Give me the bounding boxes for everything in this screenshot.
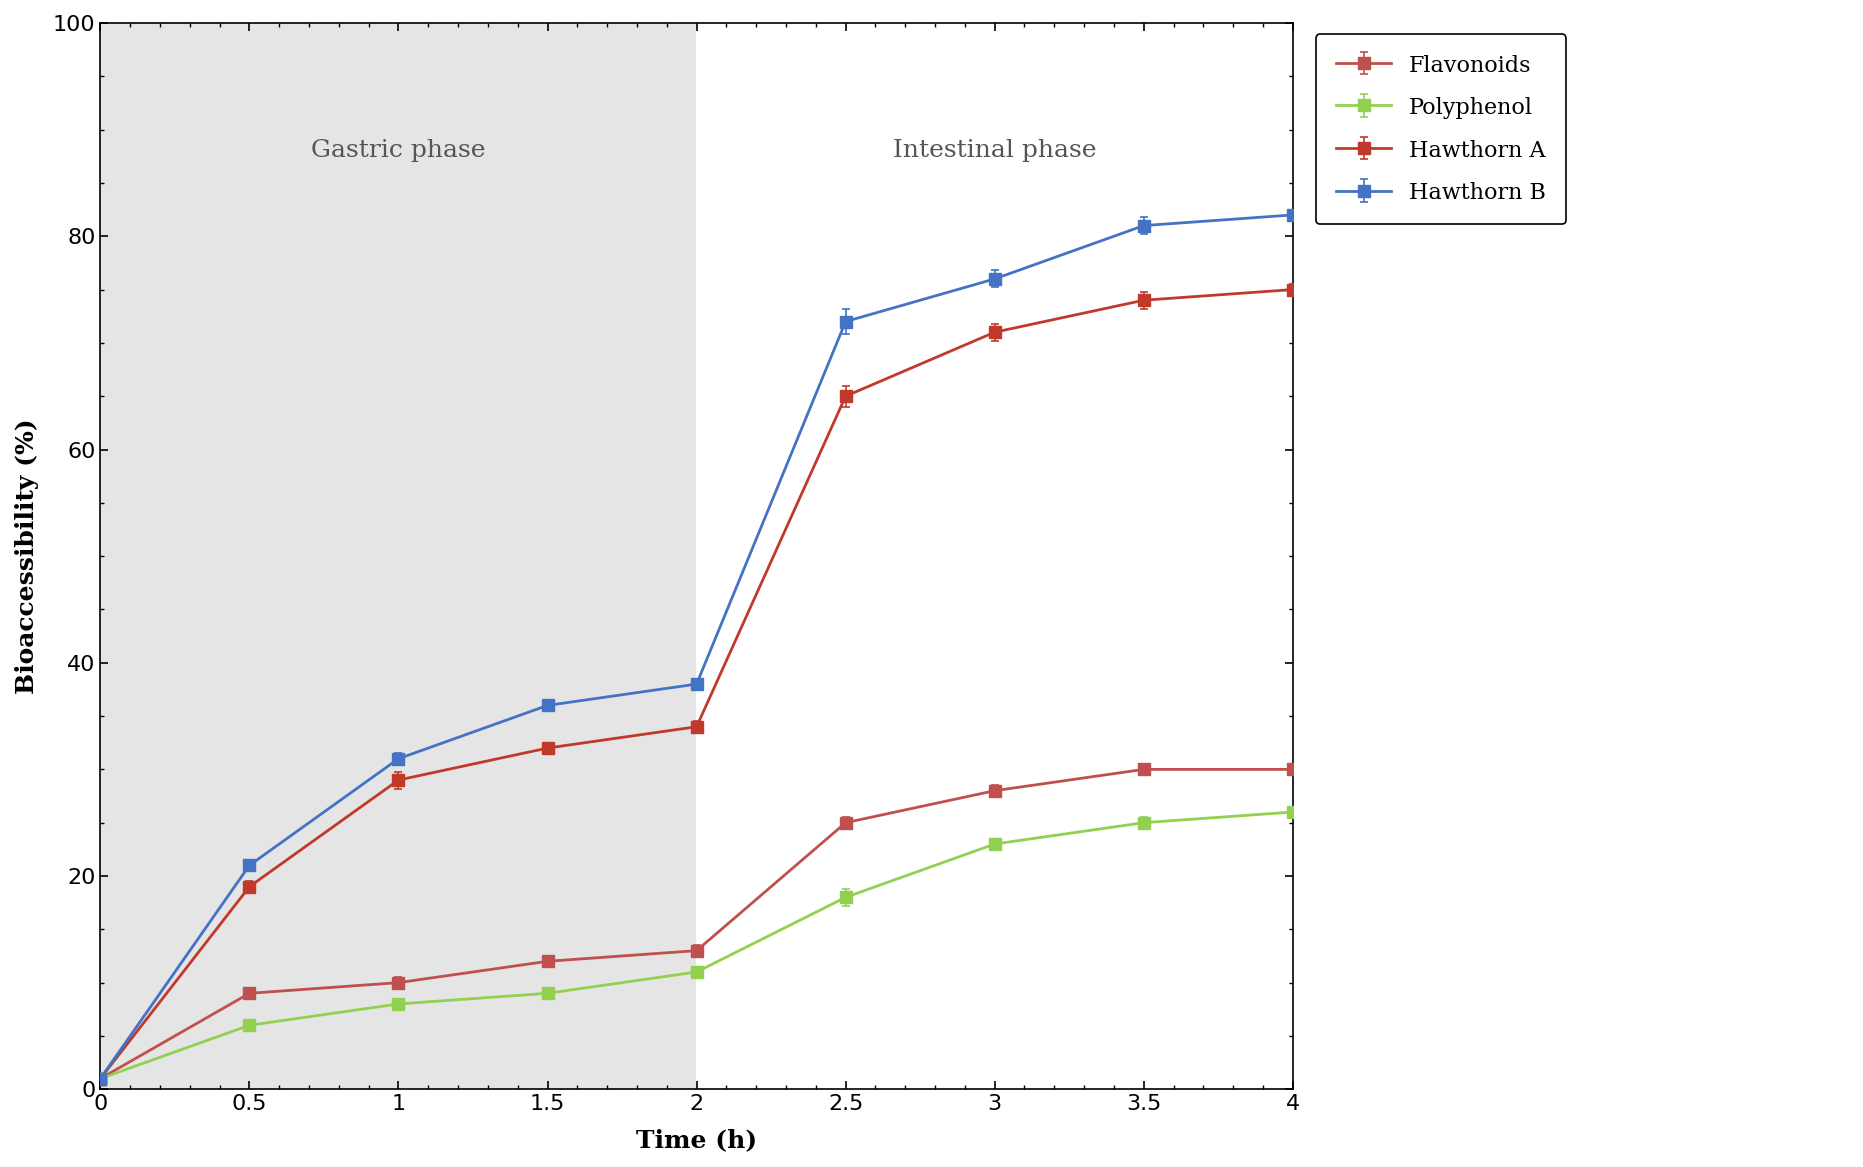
- Text: Gastric phase: Gastric phase: [311, 139, 486, 162]
- Text: Intestinal phase: Intestinal phase: [892, 139, 1097, 162]
- X-axis label: Time (h): Time (h): [635, 1128, 756, 1152]
- Legend: Flavonoids, Polyphenol, Hawthorn A, Hawthorn B: Flavonoids, Polyphenol, Hawthorn A, Hawt…: [1315, 34, 1567, 224]
- Bar: [101, 23, 697, 1089]
- Y-axis label: Bioaccessibility (%): Bioaccessibility (%): [15, 418, 39, 694]
